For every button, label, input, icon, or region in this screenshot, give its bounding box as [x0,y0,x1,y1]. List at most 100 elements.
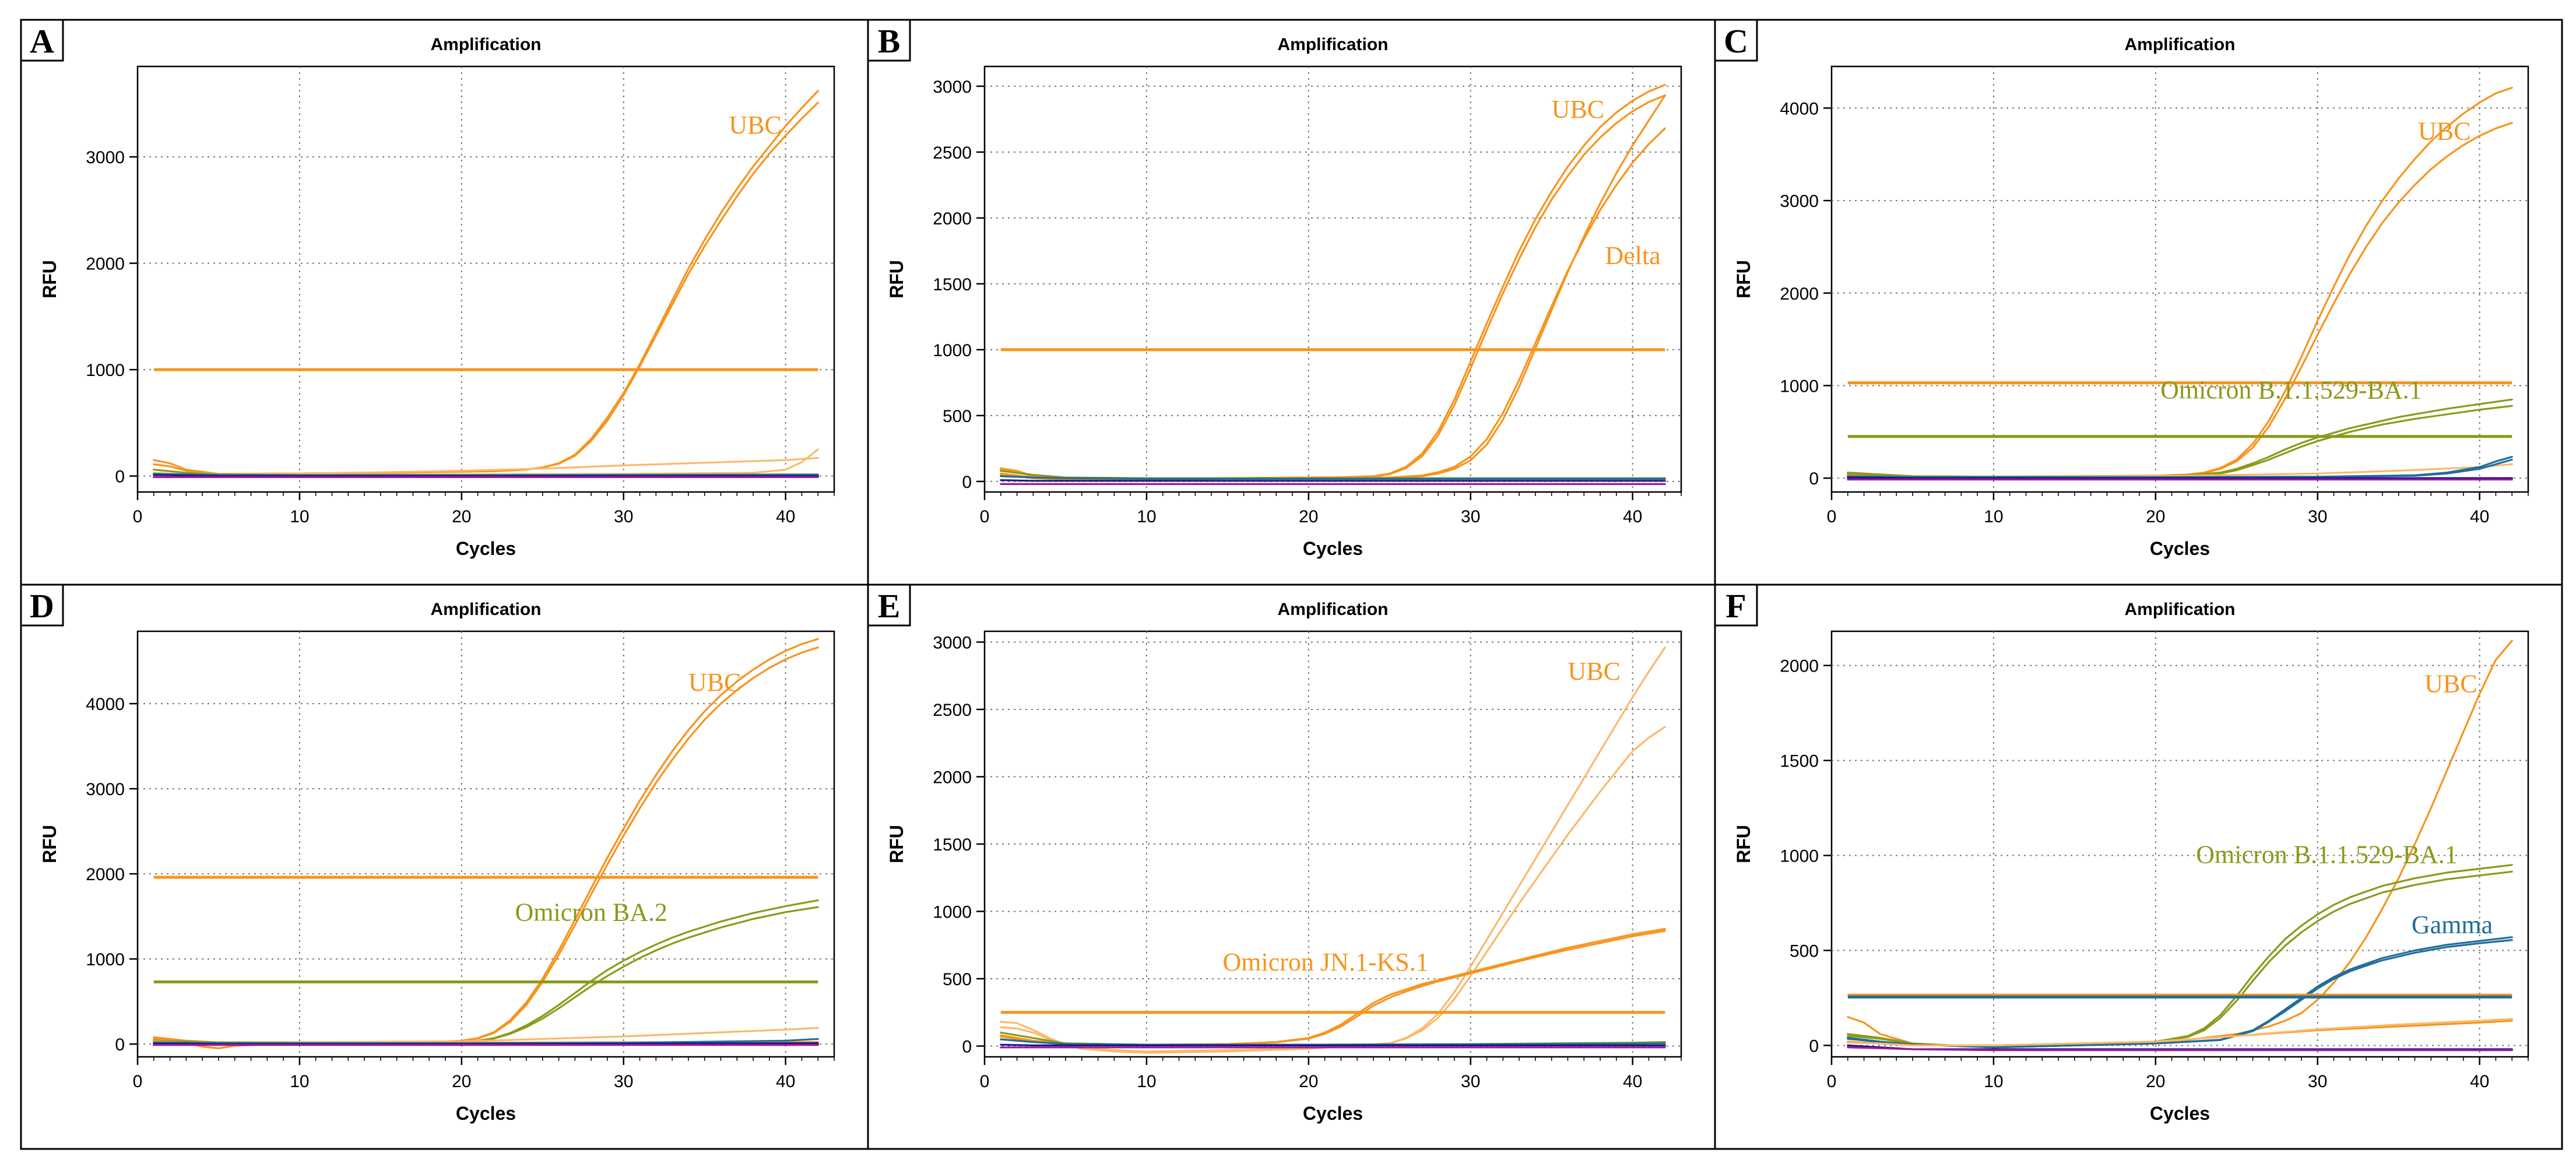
chart-title: Amplification [2124,600,2235,619]
series-group [1847,639,2513,1052]
series-group [1847,86,2513,481]
panel-letter-text: C [1724,22,1748,60]
panel-letter-box [867,584,911,627]
y-tick-label: 500 [1790,942,1819,961]
x-axis-label: Cycles [456,1103,516,1124]
y-tick-label: 2000 [86,255,125,274]
panel-letter-text: B [878,22,901,60]
panel-letter-box [1714,584,1758,627]
x-tick-label: 10 [290,1072,309,1091]
x-tick-label: 0 [133,507,143,526]
series-annotation: Omicron BA.2 [515,898,668,926]
x-axis-label: Cycles [2150,538,2210,559]
y-tick-label: 500 [943,970,972,989]
y-tick-label: 1500 [933,835,972,855]
series-group [153,90,819,479]
x-tick-label: 20 [2146,1072,2165,1091]
y-tick-label: 2500 [933,701,972,720]
x-tick-label: 0 [1827,507,1837,526]
chart-title: Amplification [1277,35,1388,54]
y-tick-label: 500 [943,407,972,426]
series-annotation: Delta [1605,241,1660,270]
panel-letter: B [867,19,911,62]
x-tick-label: 30 [614,507,633,526]
y-tick-label: 1000 [1780,847,1819,866]
y-tick-label: 0 [1809,1036,1819,1056]
panel-letter-text: F [1725,587,1746,625]
x-tick-label: 0 [1827,1072,1837,1091]
chart-title: Amplification [2124,35,2235,54]
series-annotation: Omicron JN.1-KS.1 [1223,948,1429,976]
x-tick-label: 20 [1299,507,1318,526]
panel-letter: F [1714,584,1758,627]
x-axis-label: Cycles [1303,538,1363,559]
x-tick-label: 20 [452,1072,471,1091]
chart-panel-b: B Amplification 0 10 20 30 40 0 500 1000 1500 2000 2… [867,19,1716,586]
y-tick-label: 0 [1809,469,1819,488]
series-line [1000,475,1666,480]
series-line [1847,1018,2513,1046]
y-tick-label: 1500 [933,275,972,294]
x-tick-label: 10 [1137,507,1156,526]
chart-panel-c: C Amplification 0 10 20 30 40 0 1000 2000 3000 4000… [1714,19,2563,586]
series-line [153,1042,819,1045]
plot-area [1830,65,2529,493]
plot-area [136,65,835,493]
plot-area [1830,630,2529,1058]
x-tick-label: 40 [776,507,795,526]
x-axis-label: Cycles [456,538,516,559]
y-axis-label: RFU [39,825,60,863]
series-group [153,638,819,1049]
y-tick-label: 3000 [86,780,125,799]
chart-title: Amplification [430,600,541,619]
panel-letter-text: A [30,22,54,60]
y-tick-label: 0 [115,467,125,487]
series-annotation: UBC [688,668,741,697]
x-tick-label: 40 [2470,507,2489,526]
chart-panel-e: E Amplification 0 10 20 30 40 0 500 1000 1500 2000 2… [867,584,1716,1150]
x-tick-label: 30 [2308,1072,2327,1091]
x-tick-label: 30 [2308,507,2327,526]
y-tick-label: 3000 [933,78,972,97]
panel-letter: D [20,584,64,627]
y-tick-label: 1500 [1780,752,1819,771]
y-axis-label: RFU [1733,260,1754,298]
panel-letter-box [20,19,64,62]
x-tick-label: 10 [1984,507,2003,526]
chart-panel-d: D Amplification 0 10 20 30 40 0 1000 2000 3000 4000… [20,584,869,1150]
y-tick-label: 4000 [1780,99,1819,118]
series-annotation: UBC [2418,117,2470,145]
y-axis-label: RFU [886,825,907,863]
panel-letter: A [20,19,64,62]
y-axis-label: RFU [39,260,60,298]
series-line [1847,1046,2513,1052]
series-annotation: Gamma [2412,911,2493,939]
series-group [1000,646,1666,1054]
x-tick-label: 0 [980,507,990,526]
x-tick-label: 40 [1623,1072,1642,1091]
x-tick-label: 20 [452,507,471,526]
x-tick-label: 40 [2470,1072,2489,1091]
plot-area [983,65,1682,493]
x-tick-label: 0 [980,1072,990,1091]
x-axis-label: Cycles [1303,1103,1363,1124]
series-annotation: Omicron B.1.1.529-BA.1 [2196,841,2458,869]
y-tick-label: 1000 [86,361,125,380]
x-tick-label: 10 [1984,1072,2003,1091]
chart-panel-f: F Amplification 0 10 20 30 40 0 500 1000 1500 2000 C… [1714,584,2563,1150]
series-line [1847,476,2513,479]
panel-letter-box [867,19,911,62]
series-group [1000,84,1666,485]
series-annotation: UBC [1552,95,1604,124]
x-tick-label: 20 [2146,507,2165,526]
series-line [1847,939,2513,1049]
x-tick-label: 40 [1623,507,1642,526]
y-tick-label: 1000 [86,950,125,969]
y-tick-label: 2000 [933,768,972,787]
y-tick-label: 0 [115,1035,125,1054]
y-tick-label: 1000 [933,903,972,922]
y-tick-label: 3000 [1780,192,1819,211]
y-axis-label: RFU [1733,825,1754,863]
plot-area [136,630,835,1058]
